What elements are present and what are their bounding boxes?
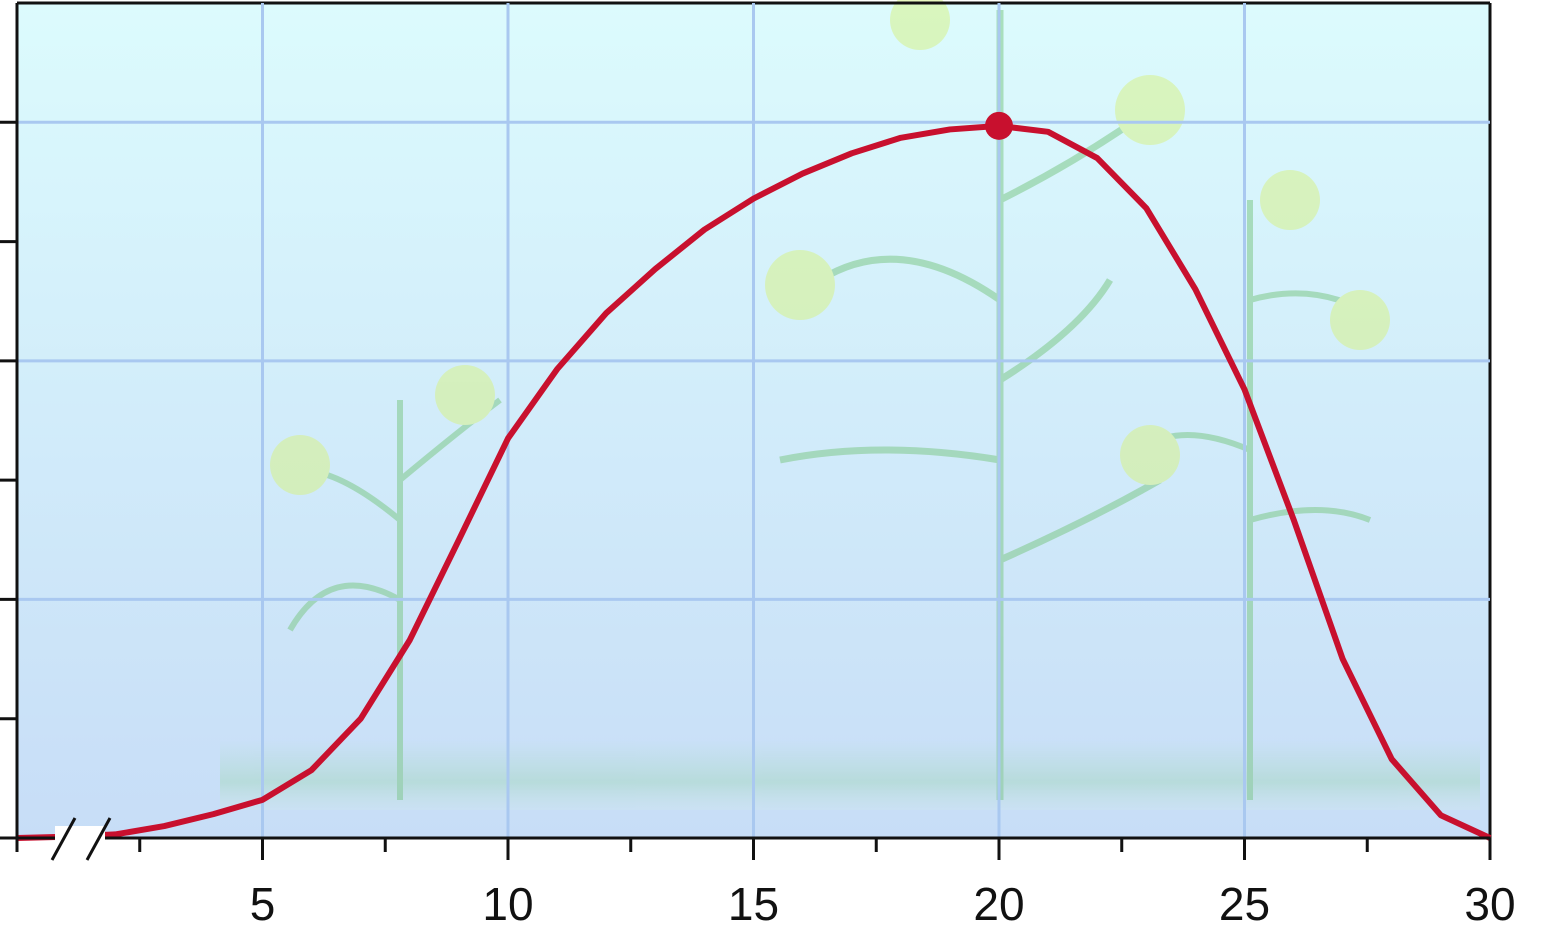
chart: 5 10 15 20 25 30 — [0, 0, 1547, 934]
x-tick-label: 5 — [250, 878, 276, 930]
x-tick-label: 15 — [728, 878, 779, 930]
x-tick-label: 25 — [1219, 878, 1270, 930]
x-tick-label: 10 — [482, 878, 533, 930]
x-tick-label: 20 — [973, 878, 1024, 930]
x-tick-label: 30 — [1464, 878, 1515, 930]
peak-marker — [985, 112, 1013, 140]
